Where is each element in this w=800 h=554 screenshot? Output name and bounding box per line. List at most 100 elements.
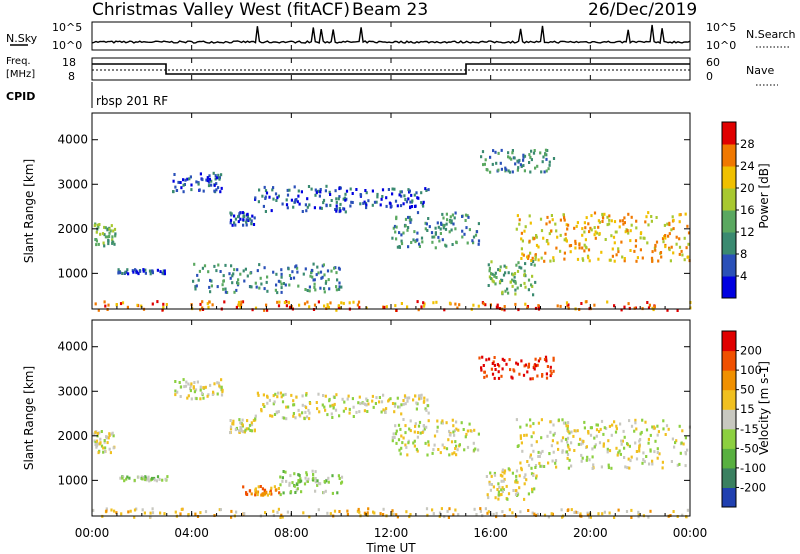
scatter-cell bbox=[588, 230, 591, 234]
scatter-cell bbox=[561, 418, 564, 422]
scatter-cell bbox=[678, 237, 681, 241]
scatter-cell bbox=[628, 466, 631, 470]
scatter-cell bbox=[499, 265, 502, 269]
scatter-cell bbox=[466, 429, 469, 433]
scatter-cell bbox=[374, 402, 377, 405]
scatter-cell bbox=[402, 418, 405, 421]
scatter-cell bbox=[272, 186, 275, 190]
scatter-cell bbox=[265, 303, 268, 307]
scatter-cell bbox=[484, 507, 487, 511]
scatter-cell bbox=[304, 476, 307, 480]
scatter-cell bbox=[433, 443, 436, 447]
scatter-cell bbox=[516, 214, 519, 218]
scatter-cell bbox=[613, 420, 616, 424]
scatter-cell bbox=[321, 275, 324, 279]
scatter-cell bbox=[215, 182, 218, 186]
scatter-cell bbox=[109, 451, 112, 455]
scatter-cell bbox=[323, 287, 326, 291]
scatter-cell bbox=[320, 206, 323, 210]
scatter-cell bbox=[93, 224, 96, 228]
scatter-cell bbox=[298, 413, 301, 417]
scatter-cell bbox=[222, 279, 225, 283]
scatter-cell bbox=[182, 183, 185, 187]
scatter-cell bbox=[651, 250, 654, 254]
scatter-cell bbox=[406, 228, 409, 232]
scatter-cell bbox=[344, 407, 347, 411]
scatter-cell bbox=[384, 410, 387, 414]
scatter-cell bbox=[581, 257, 584, 261]
scatter-cell bbox=[295, 264, 298, 268]
scatter-cell bbox=[647, 211, 650, 215]
colorbar-segment bbox=[722, 370, 736, 391]
scatter-cell bbox=[107, 242, 110, 246]
scatter-cell bbox=[550, 512, 553, 516]
x-tick-label: 00:00 bbox=[75, 526, 110, 540]
scatter-cell bbox=[530, 262, 533, 266]
scatter-cell bbox=[662, 419, 665, 423]
scatter-cell bbox=[404, 217, 408, 221]
scatter-cell bbox=[308, 305, 311, 309]
scatter-cell bbox=[545, 222, 548, 226]
scatter-cell bbox=[472, 441, 475, 445]
scatter-cell bbox=[529, 251, 532, 255]
nsky-label: N.Sky bbox=[6, 32, 38, 45]
scatter-cell bbox=[529, 377, 532, 381]
scatter-cell bbox=[590, 228, 593, 232]
scatter-cell bbox=[640, 430, 643, 434]
colorbar-segment bbox=[722, 188, 736, 211]
scatter-cell bbox=[555, 246, 558, 250]
scatter-cell bbox=[315, 273, 318, 277]
scatter-cell bbox=[448, 429, 451, 433]
scatter-cell bbox=[207, 270, 210, 274]
scatter-cell bbox=[608, 511, 611, 515]
scatter-cell bbox=[550, 229, 553, 233]
scatter-cell bbox=[472, 303, 475, 307]
scatter-cell bbox=[396, 245, 399, 249]
scatter-cell bbox=[199, 385, 202, 389]
scatter-cell bbox=[655, 216, 658, 219]
scatter-cell bbox=[451, 452, 454, 456]
scatter-cell bbox=[396, 396, 399, 400]
scatter-cell bbox=[597, 512, 600, 516]
scatter-cell bbox=[186, 396, 189, 400]
scatter-cell bbox=[511, 151, 514, 155]
x-tick-label: 08:00 bbox=[274, 526, 309, 540]
scatter-cell bbox=[623, 305, 626, 309]
scatter-cell bbox=[308, 417, 311, 421]
scatter-cell bbox=[409, 419, 412, 423]
scatter-cell bbox=[507, 492, 511, 496]
scatter-cell bbox=[243, 430, 246, 434]
scatter-cell bbox=[290, 198, 293, 202]
scatter-cell bbox=[681, 253, 684, 257]
scatter-cell bbox=[465, 432, 468, 436]
scatter-cell bbox=[272, 270, 275, 274]
scatter-cell bbox=[325, 184, 328, 188]
scatter-cell bbox=[365, 206, 368, 210]
scatter-cell bbox=[297, 284, 300, 288]
scatter-cell bbox=[531, 377, 534, 381]
scatter-cell bbox=[520, 359, 523, 363]
scatter-cell bbox=[638, 446, 641, 450]
scatter-cell bbox=[501, 490, 504, 493]
scatter-cell bbox=[176, 390, 179, 394]
scatter-cell bbox=[411, 199, 414, 203]
scatter-cell bbox=[265, 191, 269, 195]
scatter-cell bbox=[304, 288, 307, 291]
scatter-cell bbox=[673, 445, 676, 449]
scatter-cell bbox=[670, 460, 673, 463]
scatter-cell bbox=[533, 149, 536, 152]
scatter-cell bbox=[559, 233, 562, 237]
scatter-cell bbox=[322, 201, 325, 205]
scatter-cell bbox=[104, 304, 107, 308]
scatter-cell bbox=[263, 308, 266, 312]
scatter-cell bbox=[279, 280, 282, 284]
scatter-cell bbox=[518, 218, 521, 222]
scatter-cell bbox=[237, 282, 240, 286]
nsky-tick-top: 10^5 bbox=[52, 21, 82, 34]
scatter-cell bbox=[601, 512, 604, 516]
scatter-cell bbox=[627, 231, 630, 235]
scatter-cell bbox=[208, 177, 211, 181]
scatter-cell bbox=[407, 245, 410, 249]
scatter-cell bbox=[582, 439, 585, 443]
